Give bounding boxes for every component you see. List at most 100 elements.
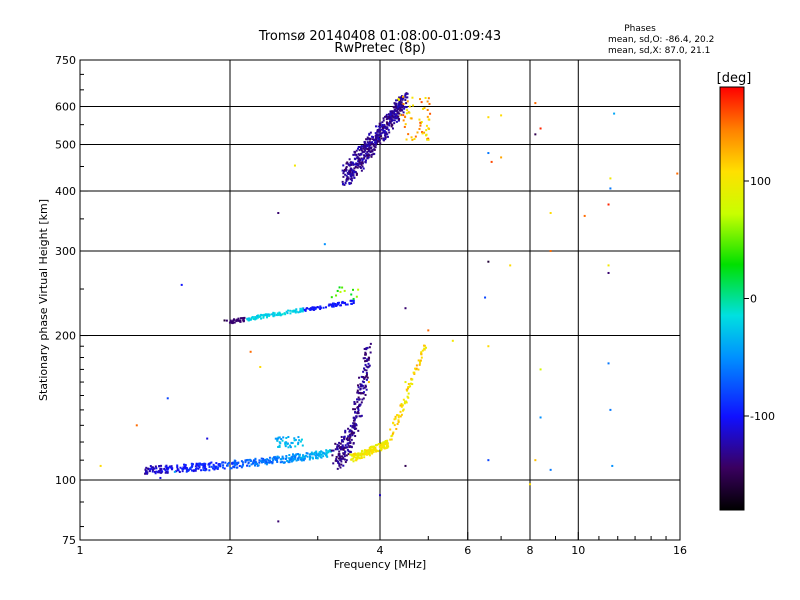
data-point [276,312,279,315]
data-point [284,457,287,460]
data-point [320,453,323,456]
data-point [362,147,365,150]
grid-lines [80,60,680,540]
data-point [415,364,418,367]
data-point [343,436,346,439]
data-point [398,118,401,121]
data-point [281,455,284,458]
data-point [228,321,231,324]
data-point [352,416,355,419]
data-point [334,459,337,462]
phases-line-o: mean, sd,O: -86.4, 20.2 [608,35,714,45]
data-point [297,436,300,439]
data-point [354,456,357,459]
data-point [318,451,321,454]
data-point [354,452,357,455]
data-point [248,458,251,461]
data-point [356,412,359,415]
data-point [364,376,367,379]
data-point [266,316,269,319]
data-point [406,96,409,99]
data-point [509,264,512,267]
data-point [363,357,366,360]
data-point [271,313,274,316]
data-point [409,385,412,388]
data-point [391,114,394,117]
data-point [375,133,378,136]
data-point [391,432,394,435]
data-point [340,460,343,463]
data-point [371,141,374,144]
data-point [279,312,282,315]
data-point [487,116,490,119]
data-point [400,95,403,98]
data-point [231,462,234,465]
data-point [384,136,387,139]
data-point [398,97,401,100]
data-point [190,466,193,469]
data-point [308,457,311,460]
x-tick-label: 1 [77,544,84,557]
data-point [367,358,370,361]
data-point [385,118,388,121]
data-point [487,345,490,348]
data-point [394,109,397,112]
data-point [157,471,160,474]
data-point [352,424,355,427]
data-point [394,104,397,107]
data-point [378,445,381,448]
data-point [295,308,298,311]
data-point [404,99,407,102]
data-point [316,457,319,460]
data-point [392,116,395,119]
y-tick-label: 500 [55,139,76,152]
data-point [289,444,292,447]
data-point [361,453,364,456]
data-point [366,359,369,362]
data-point [268,313,271,316]
data-point [325,449,328,452]
data-point [376,133,379,136]
data-point [173,470,176,473]
data-point [360,383,363,386]
data-point [344,461,347,464]
data-point [373,148,376,151]
data-point [369,351,372,354]
data-point [386,446,389,449]
chart-subtitle: RwPretec (8p) [334,41,425,56]
data-point [359,165,362,168]
data-point [338,301,341,304]
data-point [416,131,419,134]
data-point [230,320,233,323]
data-point [374,448,377,451]
data-point [390,116,393,119]
data-point [262,315,265,318]
data-point [235,461,238,464]
data-point [369,342,372,345]
data-point [276,314,279,317]
data-point [199,462,202,465]
data-point [164,465,167,468]
data-point [397,115,400,118]
data-point [539,368,542,371]
data-point [347,444,350,447]
data-point [353,403,356,406]
data-point [179,466,182,469]
data-point [159,468,162,471]
data-point [242,319,245,322]
data-point [356,155,359,158]
data-point [279,314,282,317]
data-point [232,465,235,468]
data-point [306,455,309,458]
data-point [397,97,400,100]
data-point [404,307,407,310]
data-point [381,444,384,447]
data-point [350,432,353,435]
data-point [371,452,374,455]
data-point [331,303,334,306]
data-point [385,127,388,130]
data-point [350,177,353,180]
x-tick-label: 6 [464,544,471,557]
data-point [346,437,349,440]
data-point [293,454,296,457]
